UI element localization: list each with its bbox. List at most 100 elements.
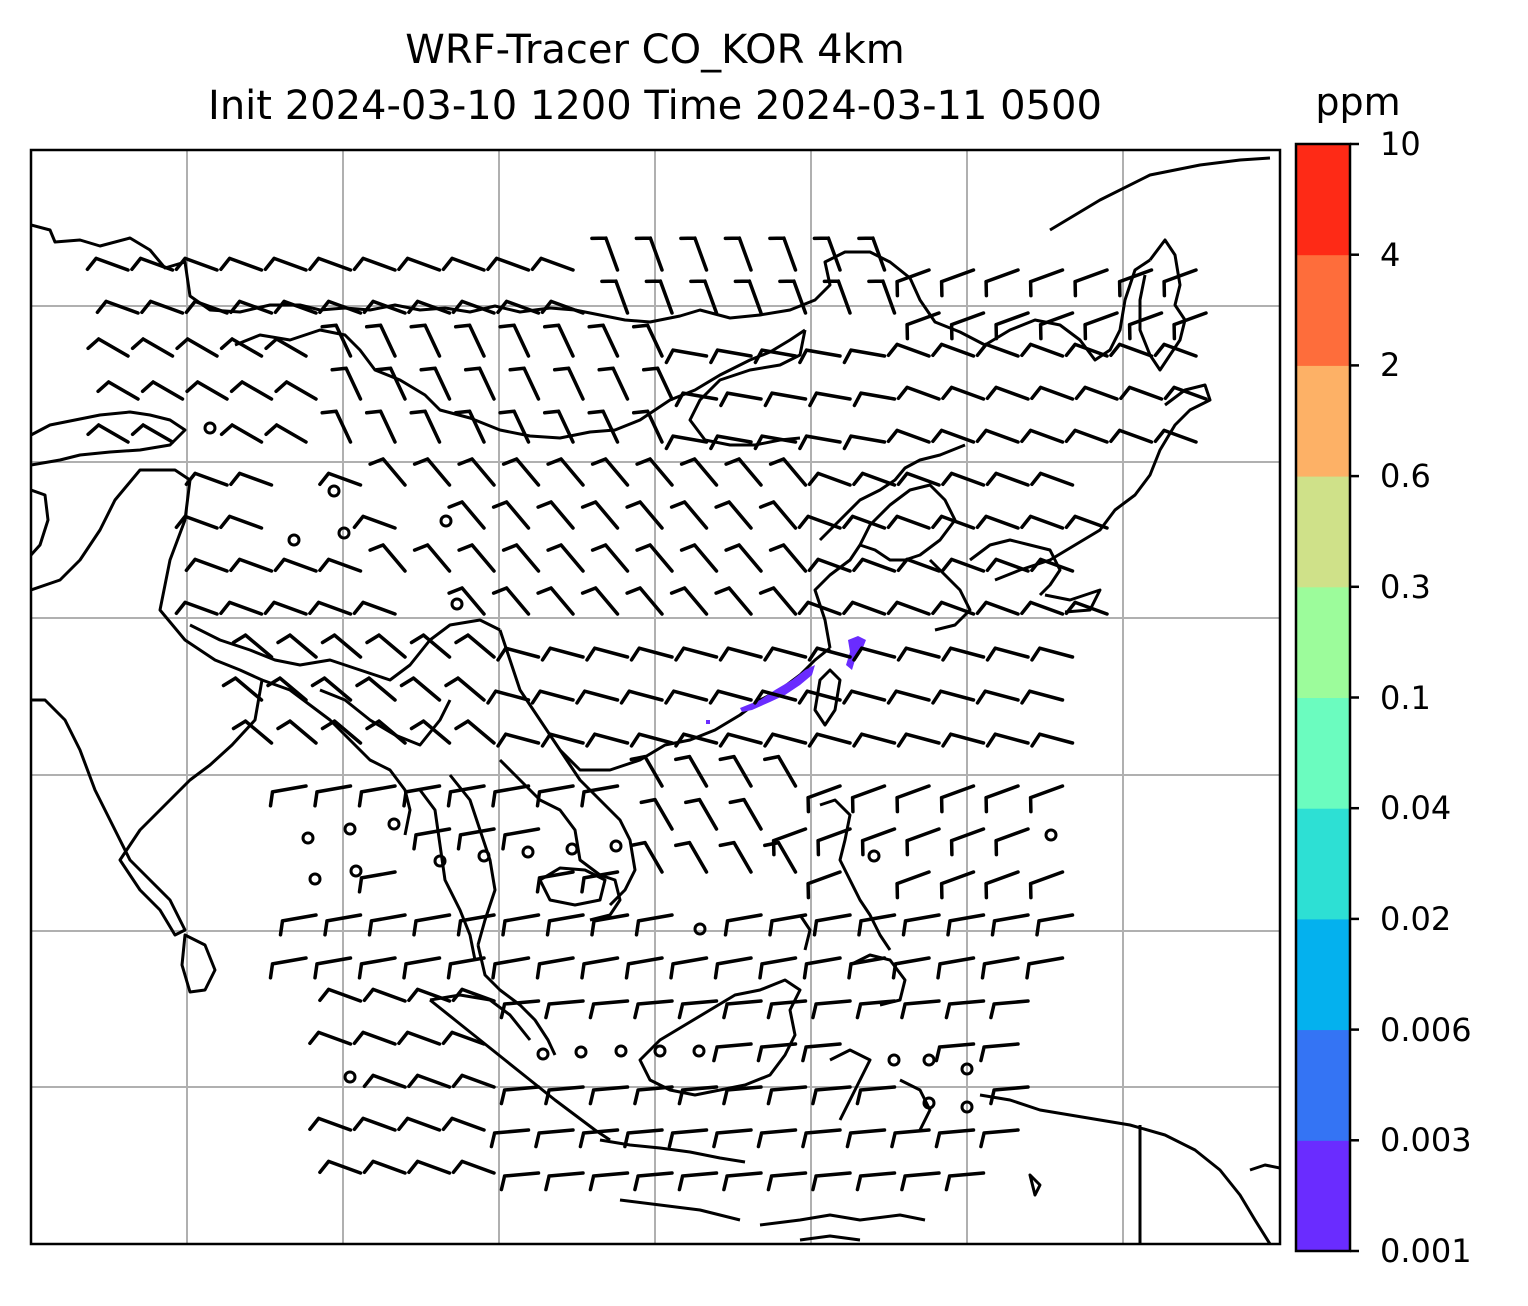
wind-barb bbox=[337, 526, 351, 540]
wind-barb bbox=[722, 1171, 763, 1192]
wind-barb bbox=[399, 676, 442, 702]
wind-barb bbox=[409, 323, 442, 358]
wind-barb bbox=[588, 999, 630, 1020]
wind-barb bbox=[634, 236, 664, 272]
wind-barb bbox=[320, 323, 353, 358]
wind-barb bbox=[713, 956, 753, 980]
wind-barb bbox=[631, 409, 664, 444]
wind-barb bbox=[797, 514, 842, 530]
colorbar-tick-label: 10 bbox=[1380, 125, 1421, 163]
wind-barb bbox=[463, 366, 496, 401]
wind-barb bbox=[318, 471, 363, 487]
wind-barb bbox=[766, 999, 808, 1020]
wind-barb bbox=[798, 434, 842, 451]
wind-barb bbox=[807, 471, 852, 487]
wind-barb bbox=[1028, 784, 1065, 814]
wind-barb bbox=[684, 797, 719, 831]
map-title-line2: Init 2024-03-10 1200 Time 2024-03-11 050… bbox=[208, 83, 1102, 129]
wind-barb bbox=[441, 256, 486, 272]
wind-barb bbox=[407, 299, 452, 315]
wind-barb bbox=[674, 732, 719, 748]
wind-barb bbox=[860, 827, 897, 857]
wind-barb bbox=[357, 956, 397, 980]
wind-barb bbox=[364, 323, 397, 358]
wind-barb bbox=[1030, 471, 1075, 487]
wind-barb bbox=[501, 827, 541, 851]
wind-barb bbox=[985, 471, 1030, 487]
wind-barb bbox=[975, 342, 1020, 358]
wind-barb bbox=[812, 236, 842, 272]
wind-barb bbox=[979, 1042, 1020, 1063]
wind-barb bbox=[499, 1171, 541, 1192]
wind-barb bbox=[990, 913, 1030, 937]
wind-barb bbox=[412, 457, 452, 487]
wind-barb bbox=[768, 457, 808, 487]
wind-barb bbox=[580, 500, 620, 530]
wind-barb bbox=[852, 471, 897, 487]
wind-barb bbox=[768, 236, 798, 272]
wind-barb bbox=[219, 337, 264, 358]
wind-barb bbox=[352, 256, 397, 272]
wind-barb bbox=[184, 471, 229, 487]
wind-barb bbox=[763, 754, 798, 788]
wind-barb bbox=[585, 646, 630, 662]
wind-barb bbox=[544, 1171, 585, 1192]
map-frame bbox=[29, 148, 1282, 1246]
wind-barb bbox=[941, 732, 986, 748]
wind-barb bbox=[219, 423, 264, 444]
wind-barb bbox=[896, 557, 941, 573]
wind-barb bbox=[352, 600, 397, 616]
wind-barb bbox=[174, 256, 219, 272]
wind-barb bbox=[574, 1045, 588, 1059]
wind-barb bbox=[419, 366, 452, 401]
wind-barb bbox=[664, 689, 709, 705]
wind-barb bbox=[318, 557, 363, 573]
wind-barb bbox=[320, 409, 353, 444]
wind-barb bbox=[498, 409, 531, 444]
wind-barb bbox=[895, 784, 931, 814]
colorbar bbox=[1294, 142, 1359, 1253]
wind-barb bbox=[1030, 557, 1075, 573]
wind-barb bbox=[1117, 268, 1154, 298]
wind-barb bbox=[273, 299, 318, 315]
wind-barb bbox=[756, 1128, 798, 1149]
wind-barb bbox=[855, 1171, 897, 1192]
wind-barb bbox=[501, 913, 541, 937]
wind-barb bbox=[867, 279, 897, 315]
wind-barb bbox=[855, 1085, 897, 1106]
wind-barb bbox=[540, 299, 585, 315]
wind-barb bbox=[994, 827, 1030, 857]
wind-barb bbox=[565, 842, 579, 856]
wind-barb bbox=[896, 646, 941, 662]
colorbar-tick-label: 2 bbox=[1380, 346, 1401, 385]
wind-barb bbox=[407, 1073, 452, 1089]
wind-barb bbox=[349, 864, 363, 878]
wind-barb bbox=[590, 457, 630, 487]
wind-barb bbox=[811, 999, 852, 1020]
colorbar-tick-label: 0.3 bbox=[1380, 567, 1431, 606]
wind-barb bbox=[719, 391, 763, 408]
wind-barb bbox=[1064, 600, 1109, 616]
wind-barb bbox=[801, 1042, 842, 1063]
wind-barb bbox=[453, 409, 486, 444]
wind-barb bbox=[486, 256, 531, 272]
wind-barb bbox=[709, 348, 753, 365]
wind-barb bbox=[588, 1085, 630, 1106]
wind-barb bbox=[308, 872, 322, 886]
wind-barb bbox=[763, 391, 808, 408]
wind-barb bbox=[362, 299, 407, 315]
wind-barb bbox=[96, 380, 140, 401]
wind-barb bbox=[722, 1085, 763, 1106]
wind-barb bbox=[677, 999, 719, 1020]
wind-barb bbox=[320, 633, 363, 659]
wind-barb bbox=[960, 1100, 974, 1114]
wind-barb bbox=[778, 279, 808, 315]
wind-barb bbox=[635, 457, 674, 487]
wind-barb bbox=[847, 956, 887, 980]
wind-barb bbox=[496, 732, 541, 748]
wind-barb bbox=[692, 1044, 706, 1058]
wind-barb bbox=[798, 348, 842, 365]
wind-barb bbox=[633, 1171, 674, 1192]
wind-barb bbox=[496, 299, 541, 315]
wind-barb bbox=[268, 784, 308, 808]
